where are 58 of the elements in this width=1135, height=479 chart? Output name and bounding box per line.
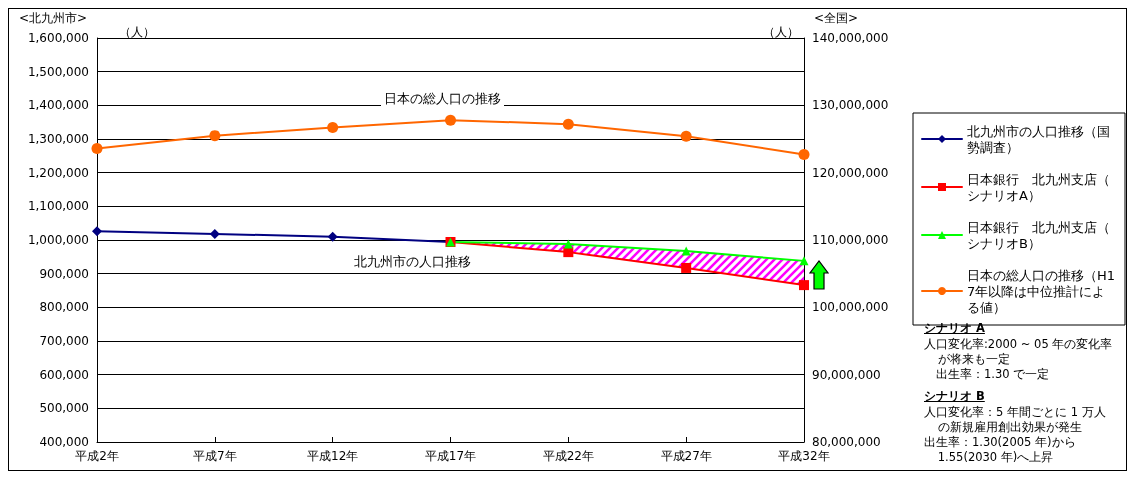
y-tick-label: 500,000 — [39, 401, 89, 416]
y-tick-label: 1,600,000 — [27, 31, 89, 45]
y-tick-label: 400,000 — [39, 435, 89, 449]
annotation: （人） — [763, 25, 799, 40]
annotation: 日本の総人口の推移 — [381, 91, 504, 106]
y2-tick-label: 140,000,000 — [812, 31, 889, 45]
y-tick-label: 1,400,000 — [27, 98, 89, 113]
point — [563, 239, 573, 249]
y-tick-label: 1,300,000 — [27, 132, 89, 146]
y-tick-label: 1,500,000 — [27, 64, 89, 79]
y-tick-label: 900,000 — [39, 266, 89, 281]
y2-tick-label: 110,000,000 — [812, 233, 889, 247]
y-tick-label: 600,000 — [39, 367, 89, 382]
legend-label: 日本銀行 北九州支店（シナリオB） — [967, 219, 1110, 251]
y-tick-label: 700,000 — [39, 334, 89, 348]
text: シナリオ A — [924, 321, 985, 336]
point — [327, 122, 339, 134]
x-tick-label: 平成22年 — [542, 449, 594, 463]
y2-axis-title: <全国> — [814, 11, 859, 25]
y2-tick-label: 130,000,000 — [812, 98, 889, 113]
x-tick-label: 平成7年 — [193, 449, 237, 463]
point — [798, 148, 810, 160]
y2-tick-label: 120,000,000 — [812, 165, 889, 180]
legend-label: 日本銀行 北九州支店（シナリオA） — [967, 171, 1110, 203]
point — [681, 246, 691, 256]
point — [91, 142, 103, 154]
x-tick-label: 平成32年 — [778, 449, 830, 463]
point — [799, 256, 809, 266]
text: 人口変化率:2000 ~ 05 年の変化率が将来も一定 — [924, 337, 1114, 367]
annotation: （人） — [119, 25, 155, 40]
point — [681, 262, 692, 273]
y2-tick-label: 80,000,000 — [812, 435, 881, 449]
annotation: 北九州市の人口推移 — [354, 254, 471, 269]
y-tick-label: 800,000 — [39, 300, 89, 315]
y-tick-label: 1,100,000 — [27, 199, 89, 214]
x-tick-label: 平成17年 — [424, 449, 477, 463]
text: シナリオ B — [924, 389, 985, 404]
point — [799, 280, 809, 291]
legend-label: 日本の総人口の推移（H17年以降は中位推計による値） — [967, 267, 1116, 315]
x-tick-label: 平成12年 — [307, 449, 359, 463]
point — [562, 118, 574, 130]
point — [92, 226, 102, 237]
point — [445, 114, 456, 126]
y-tick-label: 1,200,000 — [27, 165, 89, 180]
y2-tick-label: 90,000,000 — [812, 367, 881, 382]
y-axis-title: <北九州市> — [18, 11, 87, 25]
point — [327, 231, 338, 242]
point — [209, 228, 220, 239]
x-tick-label: 平成2年 — [75, 449, 119, 463]
legend-label: 北九州市の人口推移（国勢調査） — [967, 123, 1110, 155]
text: 人口変化率：5 年間ごとに 1 万人の新規雇用創出効果が発生 — [924, 405, 1107, 435]
text: 出生率：1.30 で一定 — [936, 367, 1051, 382]
point — [680, 130, 692, 142]
point — [209, 130, 221, 142]
y-tick-label: 1,000,000 — [27, 233, 89, 247]
x-tick-label: 平成27年 — [660, 449, 712, 463]
y2-tick-label: 100,000,000 — [812, 300, 889, 315]
text: 出生率：1.30(2005 年)から 1.55(2030 年)へ上昇 — [924, 435, 1077, 465]
